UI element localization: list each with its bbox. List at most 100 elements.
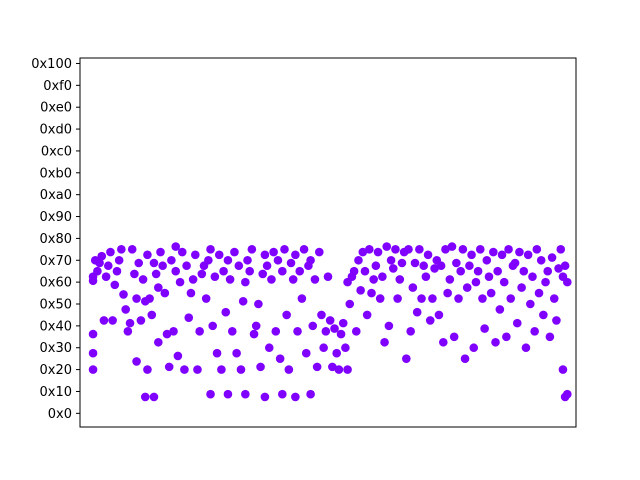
y-tick-label: 0x30 bbox=[39, 341, 72, 356]
data-point bbox=[208, 321, 218, 331]
data-point bbox=[291, 392, 300, 402]
data-point bbox=[341, 343, 350, 353]
data-point bbox=[156, 247, 165, 257]
data-point bbox=[171, 266, 181, 276]
data-point bbox=[388, 264, 398, 273]
data-point bbox=[247, 245, 257, 254]
data-point bbox=[562, 389, 572, 399]
data-point bbox=[158, 261, 167, 271]
data-point bbox=[241, 277, 250, 287]
data-point bbox=[138, 275, 148, 284]
data-point bbox=[493, 266, 502, 276]
y-tick-label: 0xb0 bbox=[40, 166, 73, 181]
data-point bbox=[151, 269, 161, 279]
data-point bbox=[214, 250, 224, 260]
data-point bbox=[160, 288, 170, 298]
data-point bbox=[562, 277, 572, 287]
data-point bbox=[119, 290, 128, 299]
data-point bbox=[125, 318, 135, 328]
data-point bbox=[145, 294, 154, 303]
data-point bbox=[345, 299, 355, 309]
data-point bbox=[258, 269, 268, 279]
data-point bbox=[391, 245, 400, 254]
data-point bbox=[164, 362, 174, 372]
data-point bbox=[528, 272, 537, 281]
data-point bbox=[295, 266, 305, 276]
data-point bbox=[297, 294, 307, 303]
data-point bbox=[182, 261, 191, 271]
data-point bbox=[286, 258, 296, 268]
data-point bbox=[123, 327, 133, 336]
data-point bbox=[419, 261, 429, 271]
data-point bbox=[545, 332, 555, 342]
data-point bbox=[319, 343, 328, 353]
data-point bbox=[526, 299, 535, 309]
data-point bbox=[190, 250, 200, 260]
data-point bbox=[271, 327, 281, 336]
data-point bbox=[221, 307, 231, 317]
data-points bbox=[88, 242, 572, 402]
data-point bbox=[186, 288, 196, 298]
data-point bbox=[430, 264, 439, 273]
data-point bbox=[256, 362, 265, 372]
data-point bbox=[541, 277, 550, 287]
data-point bbox=[134, 258, 144, 268]
data-point bbox=[169, 327, 178, 336]
data-point bbox=[462, 283, 472, 292]
data-point bbox=[504, 245, 513, 254]
data-point bbox=[386, 255, 396, 265]
data-point bbox=[180, 365, 189, 374]
data-point bbox=[497, 250, 507, 260]
data-point bbox=[149, 258, 159, 268]
data-point bbox=[143, 250, 152, 260]
data-point bbox=[223, 255, 233, 265]
data-point bbox=[515, 247, 524, 257]
data-point bbox=[371, 261, 381, 271]
data-point bbox=[402, 354, 411, 363]
data-point bbox=[365, 245, 374, 254]
data-point bbox=[267, 275, 276, 284]
data-point bbox=[334, 365, 344, 374]
data-point bbox=[415, 245, 424, 254]
data-point bbox=[354, 255, 363, 265]
y-tick-label: 0xc0 bbox=[41, 144, 72, 159]
data-point bbox=[132, 357, 141, 366]
data-point bbox=[560, 261, 570, 271]
data-point bbox=[438, 337, 448, 347]
data-point bbox=[502, 332, 511, 342]
data-point bbox=[395, 275, 405, 284]
y-tick-label: 0xd0 bbox=[40, 123, 73, 138]
data-point bbox=[558, 365, 568, 374]
data-point bbox=[223, 389, 233, 399]
data-point bbox=[554, 264, 563, 273]
data-point bbox=[154, 337, 163, 347]
data-point bbox=[471, 277, 481, 287]
data-point bbox=[154, 283, 163, 292]
data-point bbox=[299, 245, 309, 254]
data-point bbox=[204, 255, 213, 265]
data-point bbox=[380, 337, 389, 347]
data-point bbox=[264, 343, 274, 353]
y-tick-label: 0x100 bbox=[31, 57, 72, 72]
data-point bbox=[428, 294, 437, 303]
data-point bbox=[517, 283, 526, 292]
data-point bbox=[454, 294, 463, 303]
data-point bbox=[108, 316, 117, 325]
y-tick-label: 0x70 bbox=[39, 254, 72, 269]
y-tick-label: 0xe0 bbox=[40, 101, 72, 116]
data-point bbox=[177, 247, 187, 257]
data-point bbox=[275, 354, 285, 363]
data-point bbox=[278, 266, 287, 276]
data-point bbox=[328, 362, 337, 372]
data-point bbox=[325, 316, 335, 325]
data-point bbox=[491, 337, 500, 347]
data-point bbox=[188, 275, 198, 284]
data-point bbox=[378, 272, 387, 281]
data-point bbox=[423, 250, 433, 260]
data-point bbox=[469, 343, 479, 353]
data-point bbox=[486, 288, 496, 298]
data-point bbox=[227, 327, 237, 336]
data-point bbox=[282, 310, 291, 320]
data-point bbox=[236, 365, 246, 374]
data-point bbox=[97, 251, 107, 261]
